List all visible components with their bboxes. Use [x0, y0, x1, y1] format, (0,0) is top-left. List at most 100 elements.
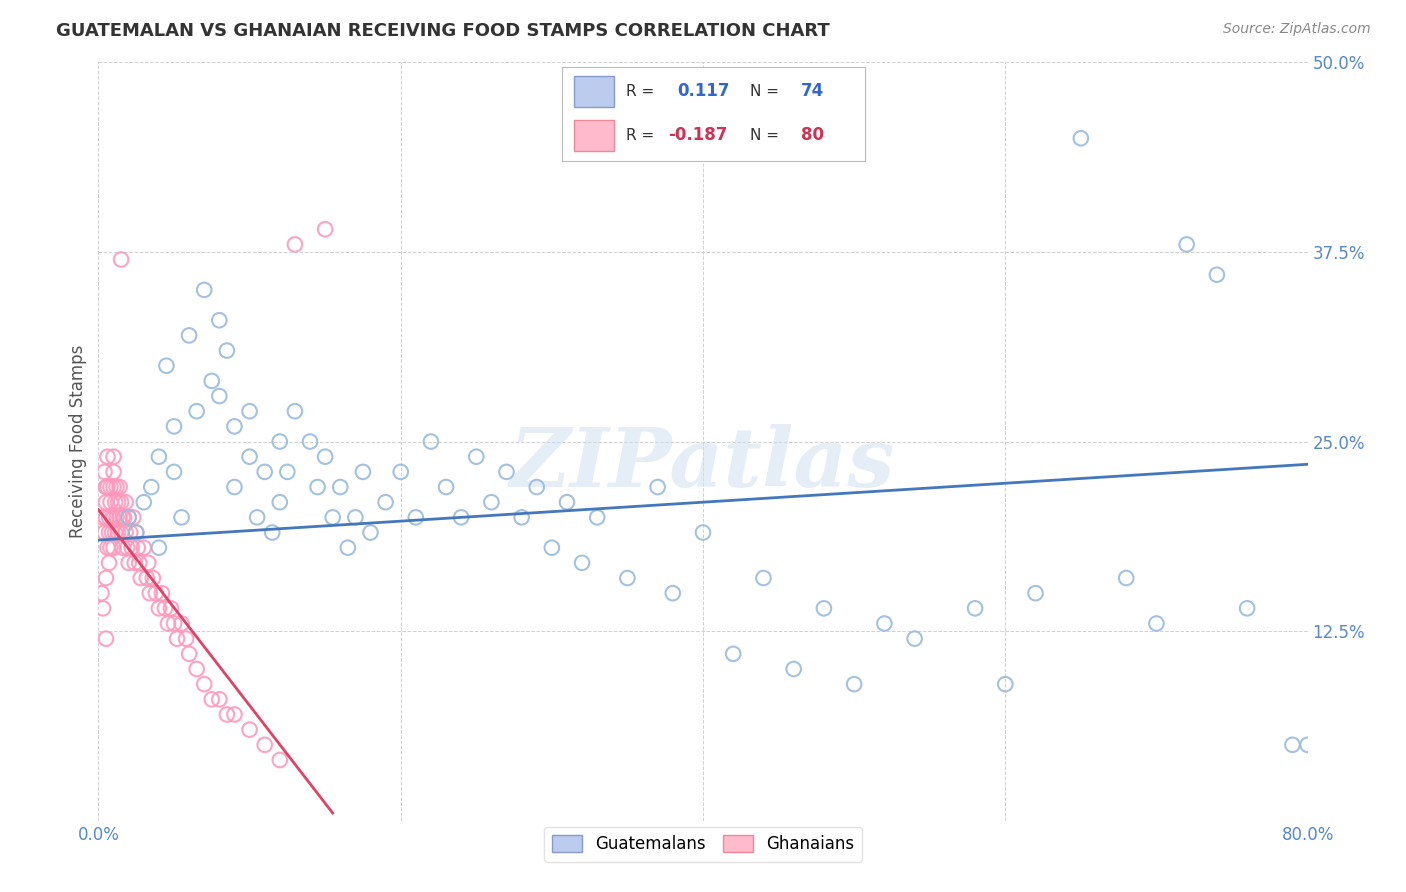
- Point: [170, 616, 193, 631]
- Point: [723, 647, 745, 661]
- Point: [163, 616, 186, 631]
- Point: [110, 252, 132, 267]
- Text: 80: 80: [801, 127, 824, 145]
- Point: [170, 510, 193, 524]
- Point: [284, 404, 307, 418]
- Point: [495, 465, 517, 479]
- Point: [94, 510, 117, 524]
- Point: [215, 343, 238, 358]
- Point: [389, 465, 412, 479]
- Point: [135, 571, 157, 585]
- Point: [94, 632, 117, 646]
- Text: ZIPatlas: ZIPatlas: [510, 425, 896, 504]
- Point: [96, 450, 118, 464]
- Point: [1206, 268, 1229, 282]
- Point: [115, 541, 138, 555]
- Point: [114, 525, 136, 540]
- Point: [148, 601, 170, 615]
- Point: [118, 510, 141, 524]
- Point: [201, 374, 224, 388]
- Point: [108, 510, 131, 524]
- Point: [314, 222, 336, 236]
- Point: [1236, 601, 1258, 615]
- Point: [329, 480, 352, 494]
- Point: [526, 480, 548, 494]
- Point: [108, 480, 131, 494]
- Point: [93, 525, 115, 540]
- Point: [239, 450, 262, 464]
- Point: [246, 510, 269, 524]
- Point: [994, 677, 1017, 691]
- Point: [107, 525, 129, 540]
- Text: Source: ZipAtlas.com: Source: ZipAtlas.com: [1223, 22, 1371, 37]
- Point: [150, 586, 173, 600]
- Point: [540, 541, 562, 555]
- Point: [224, 419, 246, 434]
- Point: [253, 738, 276, 752]
- Point: [103, 450, 125, 464]
- Point: [661, 586, 683, 600]
- Point: [239, 404, 262, 418]
- Point: [269, 434, 291, 449]
- Point: [107, 495, 129, 509]
- Point: [94, 495, 117, 509]
- Point: [1115, 571, 1137, 585]
- Point: [104, 525, 127, 540]
- Point: [253, 465, 276, 479]
- Point: [104, 495, 127, 509]
- Point: [127, 541, 149, 555]
- Text: R =: R =: [626, 128, 654, 143]
- Point: [284, 237, 307, 252]
- Point: [186, 662, 208, 676]
- Point: [783, 662, 806, 676]
- Point: [344, 510, 367, 524]
- Point: [103, 510, 125, 524]
- Point: [136, 556, 159, 570]
- Point: [307, 480, 329, 494]
- Point: [101, 510, 124, 524]
- Point: [616, 571, 638, 585]
- Point: [571, 556, 593, 570]
- Point: [103, 541, 125, 555]
- Point: [148, 541, 170, 555]
- Point: [166, 632, 188, 646]
- Point: [193, 677, 215, 691]
- Point: [96, 480, 118, 494]
- Point: [692, 525, 714, 540]
- Point: [450, 510, 472, 524]
- Point: [145, 586, 167, 600]
- Point: [139, 586, 162, 600]
- Point: [100, 541, 122, 555]
- Point: [110, 495, 132, 509]
- Point: [132, 541, 155, 555]
- Point: [1024, 586, 1046, 600]
- Text: R =: R =: [626, 84, 654, 99]
- Point: [269, 753, 291, 767]
- Text: GUATEMALAN VS GHANAIAN RECEIVING FOOD STAMPS CORRELATION CHART: GUATEMALAN VS GHANAIAN RECEIVING FOOD ST…: [56, 22, 830, 40]
- Point: [118, 510, 141, 524]
- Point: [132, 495, 155, 509]
- Point: [129, 571, 152, 585]
- Point: [124, 556, 146, 570]
- Point: [91, 601, 114, 615]
- Point: [208, 692, 231, 706]
- Point: [314, 450, 336, 464]
- Point: [904, 632, 927, 646]
- Point: [142, 571, 165, 585]
- Point: [510, 510, 533, 524]
- Point: [465, 450, 488, 464]
- FancyBboxPatch shape: [575, 77, 614, 107]
- Point: [336, 541, 359, 555]
- Point: [101, 525, 124, 540]
- Point: [215, 707, 238, 722]
- Text: N =: N =: [749, 84, 779, 99]
- Point: [105, 480, 128, 494]
- Point: [208, 389, 231, 403]
- Point: [239, 723, 262, 737]
- Point: [352, 465, 374, 479]
- Point: [193, 283, 215, 297]
- Point: [100, 480, 122, 494]
- Point: [120, 525, 142, 540]
- Point: [186, 404, 208, 418]
- Point: [111, 510, 134, 524]
